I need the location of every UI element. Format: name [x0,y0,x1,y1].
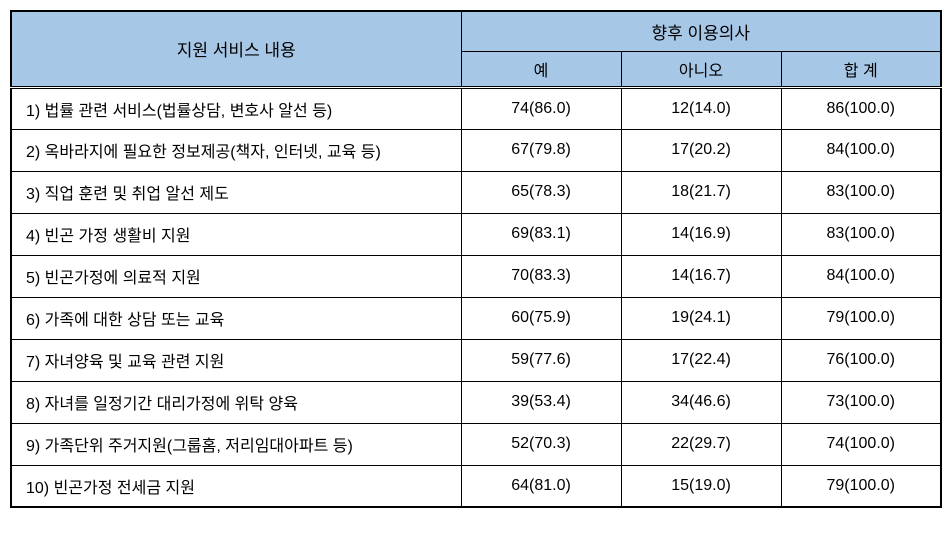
row-yes: 74(86.0) [461,87,621,129]
row-total: 83(100.0) [781,213,941,255]
table-row: 1) 법률 관련 서비스(법률상담, 변호사 알선 등)74(86.0)12(1… [11,87,941,129]
row-total: 83(100.0) [781,171,941,213]
row-yes: 39(53.4) [461,381,621,423]
row-no: 34(46.6) [621,381,781,423]
row-label: 4) 빈곤 가정 생활비 지원 [11,213,461,255]
table-row: 2) 옥바라지에 필요한 정보제공(책자, 인터넷, 교육 등)67(79.8)… [11,129,941,171]
row-yes: 69(83.1) [461,213,621,255]
row-label: 1) 법률 관련 서비스(법률상담, 변호사 알선 등) [11,87,461,129]
row-no: 17(22.4) [621,339,781,381]
row-label: 7) 자녀양육 및 교육 관련 지원 [11,339,461,381]
row-no: 15(19.0) [621,465,781,507]
table-row: 6) 가족에 대한 상담 또는 교육60(75.9)19(24.1)79(100… [11,297,941,339]
table-body: 1) 법률 관련 서비스(법률상담, 변호사 알선 등)74(86.0)12(1… [11,87,941,507]
table-header: 지원 서비스 내용 향후 이용의사 예 아니오 합 계 [11,11,941,87]
table-row: 7) 자녀양육 및 교육 관련 지원59(77.6)17(22.4)76(100… [11,339,941,381]
row-label: 5) 빈곤가정에 의료적 지원 [11,255,461,297]
row-no: 14(16.9) [621,213,781,255]
header-sub-total: 합 계 [781,51,941,87]
row-no: 18(21.7) [621,171,781,213]
row-no: 14(16.7) [621,255,781,297]
header-sub-yes: 예 [461,51,621,87]
row-label: 2) 옥바라지에 필요한 정보제공(책자, 인터넷, 교육 등) [11,129,461,171]
row-yes: 60(75.9) [461,297,621,339]
table-row: 10) 빈곤가정 전세금 지원64(81.0)15(19.0)79(100.0) [11,465,941,507]
row-no: 12(14.0) [621,87,781,129]
row-total: 79(100.0) [781,297,941,339]
row-label: 3) 직업 훈련 및 취업 알선 제도 [11,171,461,213]
row-yes: 59(77.6) [461,339,621,381]
row-total: 73(100.0) [781,381,941,423]
header-label-col: 지원 서비스 내용 [11,11,461,87]
header-sub-no: 아니오 [621,51,781,87]
row-label: 9) 가족단위 주거지원(그룹홈, 저리임대아파트 등) [11,423,461,465]
table-row: 8) 자녀를 일정기간 대리가정에 위탁 양육39(53.4)34(46.6)7… [11,381,941,423]
table-row: 9) 가족단위 주거지원(그룹홈, 저리임대아파트 등)52(70.3)22(2… [11,423,941,465]
row-yes: 70(83.3) [461,255,621,297]
row-no: 17(20.2) [621,129,781,171]
header-group: 향후 이용의사 [461,11,941,51]
row-yes: 52(70.3) [461,423,621,465]
table-row: 4) 빈곤 가정 생활비 지원69(83.1)14(16.9)83(100.0) [11,213,941,255]
row-total: 84(100.0) [781,129,941,171]
row-no: 19(24.1) [621,297,781,339]
row-yes: 64(81.0) [461,465,621,507]
row-no: 22(29.7) [621,423,781,465]
table-row: 3) 직업 훈련 및 취업 알선 제도65(78.3)18(21.7)83(10… [11,171,941,213]
row-total: 84(100.0) [781,255,941,297]
row-total: 86(100.0) [781,87,941,129]
row-label: 10) 빈곤가정 전세금 지원 [11,465,461,507]
row-yes: 67(79.8) [461,129,621,171]
row-label: 6) 가족에 대한 상담 또는 교육 [11,297,461,339]
row-yes: 65(78.3) [461,171,621,213]
row-total: 79(100.0) [781,465,941,507]
support-service-table: 지원 서비스 내용 향후 이용의사 예 아니오 합 계 1) 법률 관련 서비스… [10,10,942,508]
table-row: 5) 빈곤가정에 의료적 지원70(83.3)14(16.7)84(100.0) [11,255,941,297]
row-label: 8) 자녀를 일정기간 대리가정에 위탁 양육 [11,381,461,423]
row-total: 76(100.0) [781,339,941,381]
row-total: 74(100.0) [781,423,941,465]
